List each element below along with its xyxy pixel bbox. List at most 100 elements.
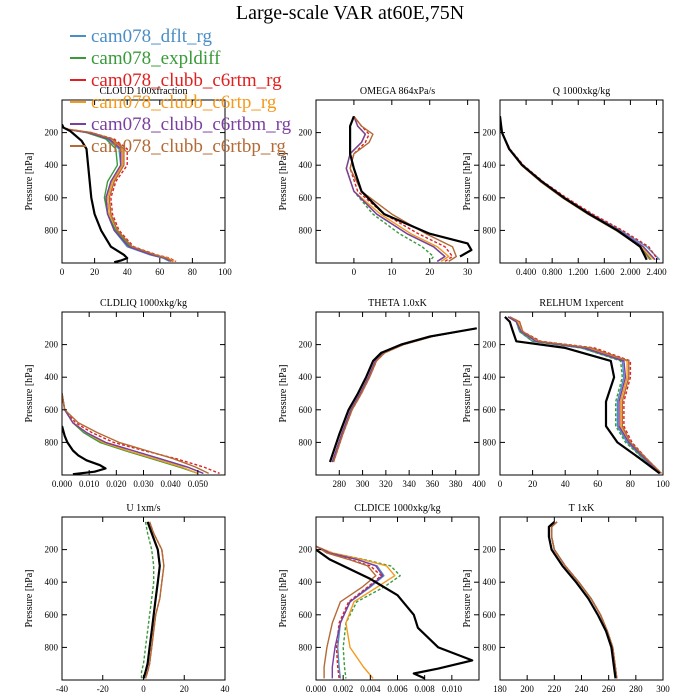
- series-group: [62, 393, 220, 475]
- panel: 0.000 0.010 0.020 0.030 0.040 0.050 200 400 600 8…: [24, 298, 226, 489]
- x-tick-label: 0: [352, 267, 357, 277]
- panel: -40 -20 0 20 40 200 400 600 800 Pressure [hPa] U 1…: [24, 503, 230, 694]
- x-tick-label: -20: [97, 684, 109, 694]
- series-line: [550, 521, 618, 679]
- legend-swatch: [70, 78, 86, 81]
- legend-label: cam078_clubb_c6rtbm_rg: [91, 114, 292, 135]
- panel-title: Q 1000xkg/kg: [553, 86, 611, 97]
- series-line: [550, 521, 618, 679]
- y-tick-label: 800: [45, 437, 59, 447]
- x-tick-label: 60: [593, 479, 603, 489]
- y-tick-label: 600: [483, 405, 497, 415]
- panel-title: T 1xK: [569, 503, 595, 514]
- panel-title: CLOUD 100xfraction: [99, 86, 187, 97]
- y-tick-label: 800: [299, 437, 313, 447]
- y-tick-label: 800: [299, 642, 313, 652]
- series-group: [500, 116, 661, 261]
- legend-item: cam078_clubb_c6rtp_rg: [70, 92, 291, 114]
- legend-item: cam078_clubb_c6rtbm_rg: [70, 114, 291, 136]
- y-tick-label: 600: [299, 193, 313, 203]
- series-line: [509, 316, 662, 474]
- y-tick-label: 800: [299, 225, 313, 235]
- y-tick-label: 800: [483, 642, 497, 652]
- x-tick-label: 20: [425, 267, 435, 277]
- legend-item: cam078_clubb_c6rtbp_rg: [70, 136, 291, 158]
- x-tick-label: 100: [656, 479, 670, 489]
- series-line: [345, 116, 435, 262]
- legend-item: cam078_dflt_rg: [70, 26, 291, 48]
- x-tick-label: 280: [333, 479, 347, 489]
- legend-label: cam078_dflt_rg: [91, 26, 213, 47]
- legend-item: cam078_clubb_c6rtm_rg: [70, 70, 291, 92]
- legend-label: cam078_clubb_c6rtp_rg: [91, 92, 277, 113]
- series-line: [331, 327, 477, 463]
- panel-title: RELHUM 1xpercent: [539, 298, 623, 309]
- y-tick-label: 800: [45, 642, 59, 652]
- plot-frame: [499, 516, 664, 681]
- series-line: [328, 327, 477, 463]
- legend-swatch: [70, 122, 86, 125]
- x-tick-label: 320: [379, 479, 393, 489]
- y-tick-label: 600: [483, 193, 497, 203]
- x-tick-label: 340: [402, 479, 416, 489]
- y-tick-label: 200: [483, 340, 497, 350]
- plot-frame: [315, 516, 480, 681]
- x-tick-label: 20: [90, 267, 100, 277]
- x-tick-label: 0.006: [387, 684, 408, 694]
- y-tick-label: 400: [45, 577, 59, 587]
- y-tick-label: 200: [45, 340, 59, 350]
- y-axis-label: Pressure [hPa]: [462, 569, 473, 627]
- x-tick-label: 0.000: [306, 684, 327, 694]
- panel-title: OMEGA 864xPa/s: [360, 86, 435, 97]
- series-line: [332, 327, 477, 463]
- y-tick-label: 200: [45, 128, 59, 138]
- series-line: [316, 545, 382, 679]
- x-tick-label: 180: [493, 684, 507, 694]
- x-tick-label: 60: [155, 267, 165, 277]
- x-tick-label: 30: [463, 267, 473, 277]
- y-axis-label: Pressure [hPa]: [462, 364, 473, 422]
- legend-swatch: [70, 100, 86, 103]
- series-line: [316, 548, 474, 680]
- x-tick-label: 20: [528, 479, 538, 489]
- y-tick-label: 200: [299, 128, 313, 138]
- series-line: [507, 316, 661, 474]
- series-group: [140, 521, 165, 679]
- legend-swatch: [70, 144, 86, 147]
- y-tick-label: 400: [483, 372, 497, 382]
- plot-frame: [499, 311, 664, 476]
- x-tick-label: 220: [548, 684, 562, 694]
- panel: 0.000 0.002 0.004 0.006 0.008 0.010 200 400 600 8…: [278, 503, 480, 694]
- series-line: [144, 521, 165, 679]
- y-tick-label: 200: [45, 545, 59, 555]
- x-tick-label: 300: [356, 479, 370, 489]
- y-tick-label: 800: [483, 437, 497, 447]
- series-group: [345, 115, 473, 262]
- series-line: [507, 316, 661, 474]
- panel: 0 20 40 60 80 100 200 400 600 800 Pressure [hPa] CL…: [24, 86, 232, 277]
- y-tick-label: 400: [483, 577, 497, 587]
- y-tick-label: 600: [45, 610, 59, 620]
- x-tick-label: 0.400: [516, 267, 537, 277]
- y-tick-label: 200: [483, 545, 497, 555]
- y-tick-label: 600: [483, 610, 497, 620]
- panel: 280 300 320 340 360 380 400 200 400 600 800 Pressur…: [278, 298, 486, 489]
- series-line: [140, 521, 155, 679]
- series-line: [550, 521, 618, 679]
- series-group: [504, 316, 662, 475]
- x-tick-label: 2.000: [620, 267, 641, 277]
- series-line: [349, 115, 454, 262]
- x-tick-label: 300: [656, 684, 670, 694]
- legend-swatch: [70, 56, 86, 59]
- x-tick-label: 40: [123, 267, 133, 277]
- x-tick-label: -40: [56, 684, 68, 694]
- x-tick-label: 260: [602, 684, 616, 694]
- y-tick-label: 800: [483, 225, 497, 235]
- series-line: [62, 124, 174, 263]
- y-tick-label: 600: [299, 610, 313, 620]
- series-line: [316, 545, 384, 679]
- series-line: [316, 545, 396, 679]
- x-tick-label: 0.004: [360, 684, 381, 694]
- series-line: [62, 393, 199, 475]
